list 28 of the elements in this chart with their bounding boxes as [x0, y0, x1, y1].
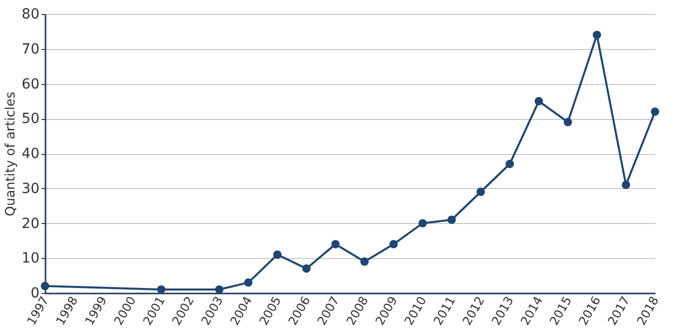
y-tick-label: 0: [30, 286, 40, 302]
y-tick-label: 70: [22, 41, 40, 58]
y-tick-label: 30: [22, 180, 40, 197]
point: [302, 264, 311, 273]
y-tick-label: 60: [22, 76, 40, 92]
point: [564, 118, 572, 126]
y-tick-label: 10: [22, 250, 40, 267]
point: [622, 180, 630, 190]
point: [40, 282, 50, 290]
point: [273, 250, 282, 259]
y-axis-title: Quantity of articles: [4, 92, 19, 216]
point: [389, 240, 398, 248]
point: [244, 278, 253, 287]
y-tick-label: 80: [22, 6, 40, 22]
y-tick-label: 20: [22, 216, 40, 232]
point: [476, 188, 485, 196]
y-tick-label: 40: [22, 146, 40, 162]
y-tick-label: 50: [22, 111, 40, 128]
point: [331, 240, 340, 248]
point: [506, 160, 514, 168]
point: [650, 107, 660, 116]
point: [592, 30, 602, 40]
point: [447, 216, 456, 224]
point: [157, 285, 166, 294]
point: [534, 97, 543, 106]
point: [215, 285, 224, 294]
point: [360, 257, 369, 266]
point: [418, 219, 427, 228]
